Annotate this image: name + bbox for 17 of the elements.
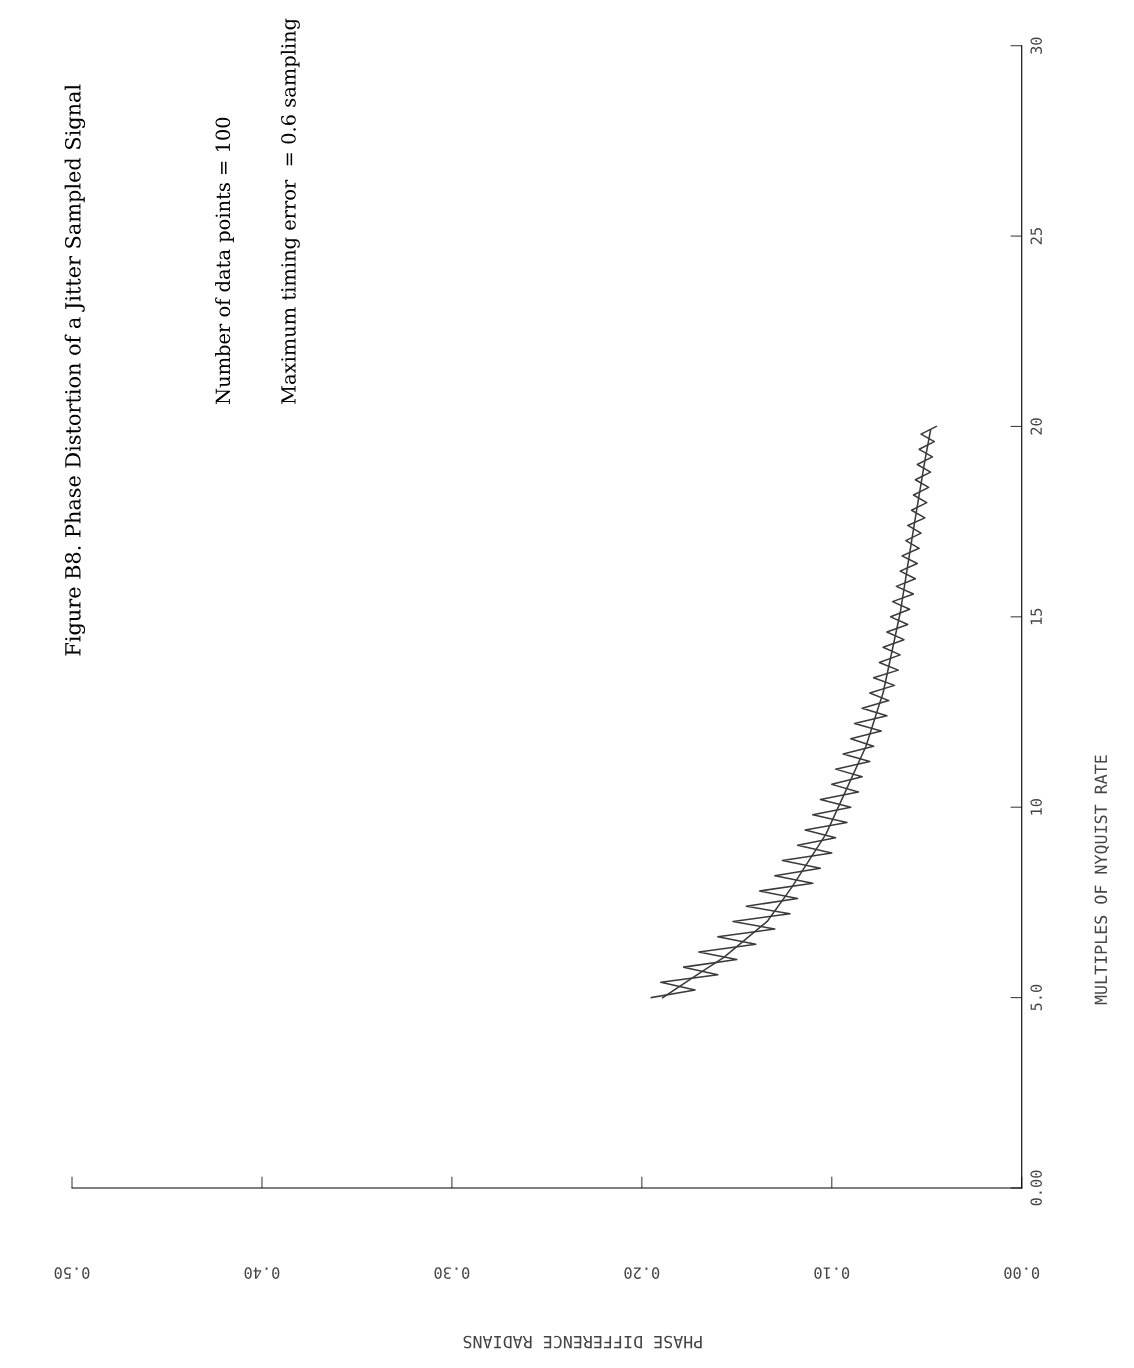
x-tick-label: 0.10	[814, 1267, 850, 1279]
y-tick-label: 15	[1030, 608, 1042, 625]
y-tick-label: 25	[1030, 228, 1042, 245]
x-tick-label: 0.30	[434, 1267, 470, 1279]
x-tick-label: 0.20	[624, 1267, 660, 1279]
x-tick-label: 0.50	[54, 1267, 90, 1279]
annotation: Maximum timing error = 0.6 sampling	[280, 18, 300, 404]
y-tick-label: 10	[1030, 799, 1042, 815]
x-tick-label: 0.40	[244, 1267, 280, 1279]
y-tick-label: 5.0	[1030, 984, 1042, 1011]
y-tick-label: 20	[1030, 418, 1042, 435]
x-axis-title: PHASE DIFFERENCE RADIANS	[463, 1335, 702, 1349]
y-tick-label: 30	[1030, 37, 1042, 54]
y-tick-label: 0.00	[1030, 1170, 1042, 1206]
text: Figure B8. Phase Distortion of a Jitter Sampled Signal	[64, 84, 86, 656]
annotation: Number of data points = 100	[215, 117, 234, 404]
y-axis-title: MULTIPLES OF NYQUIST RATE	[1094, 755, 1110, 1005]
